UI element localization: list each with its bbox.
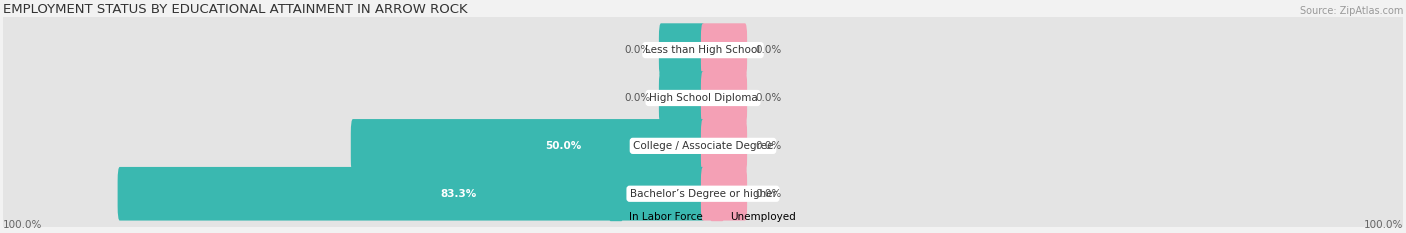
FancyBboxPatch shape: [702, 71, 747, 125]
Text: 0.0%: 0.0%: [755, 93, 782, 103]
Text: Less than High School: Less than High School: [645, 45, 761, 55]
Text: 50.0%: 50.0%: [546, 141, 582, 151]
Text: EMPLOYMENT STATUS BY EDUCATIONAL ATTAINMENT IN ARROW ROCK: EMPLOYMENT STATUS BY EDUCATIONAL ATTAINM…: [3, 3, 467, 16]
Text: Source: ZipAtlas.com: Source: ZipAtlas.com: [1301, 6, 1403, 16]
Text: 100.0%: 100.0%: [3, 220, 42, 230]
Text: 83.3%: 83.3%: [440, 189, 477, 199]
FancyBboxPatch shape: [702, 23, 747, 77]
FancyBboxPatch shape: [0, 0, 1406, 102]
Text: 100.0%: 100.0%: [1364, 220, 1403, 230]
Legend: In Labor Force, Unemployed: In Labor Force, Unemployed: [606, 208, 800, 226]
FancyBboxPatch shape: [118, 167, 704, 221]
FancyBboxPatch shape: [350, 119, 704, 173]
Text: 0.0%: 0.0%: [755, 189, 782, 199]
Text: College / Associate Degree: College / Associate Degree: [633, 141, 773, 151]
FancyBboxPatch shape: [659, 23, 704, 77]
FancyBboxPatch shape: [0, 142, 1406, 233]
FancyBboxPatch shape: [702, 167, 747, 221]
FancyBboxPatch shape: [0, 94, 1406, 198]
Text: 0.0%: 0.0%: [624, 93, 651, 103]
FancyBboxPatch shape: [0, 46, 1406, 150]
Text: High School Diploma: High School Diploma: [648, 93, 758, 103]
FancyBboxPatch shape: [702, 119, 747, 173]
Text: Bachelor’s Degree or higher: Bachelor’s Degree or higher: [630, 189, 776, 199]
Text: 0.0%: 0.0%: [755, 45, 782, 55]
Text: 0.0%: 0.0%: [755, 141, 782, 151]
Text: 0.0%: 0.0%: [624, 45, 651, 55]
FancyBboxPatch shape: [659, 71, 704, 125]
